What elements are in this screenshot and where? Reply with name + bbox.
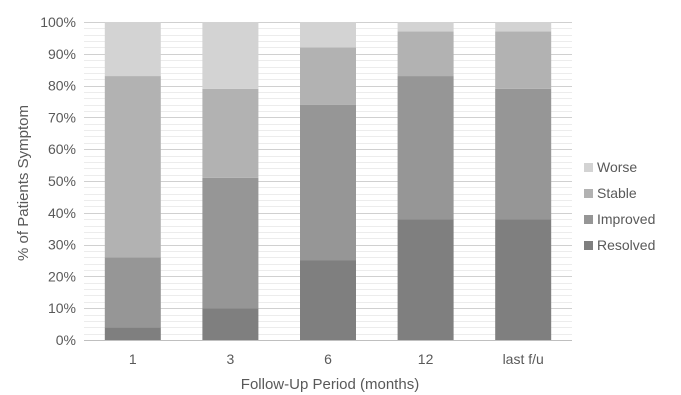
legend: Worse Stable Improved Resolved [584, 159, 655, 253]
y-tick-label: 90% [48, 46, 76, 62]
y-tick-label: 40% [48, 205, 76, 221]
bar-segment-stable [104, 76, 161, 258]
legend-swatch-stable [584, 189, 593, 198]
bar-segment-resolved [202, 308, 259, 340]
legend-swatch-worse [584, 163, 593, 172]
legend-swatch-improved [584, 215, 593, 224]
x-tick-label: 12 [418, 351, 434, 367]
bar-segment-worse [495, 22, 552, 32]
bar-segment-worse [300, 22, 356, 48]
bar-segment-worse [202, 22, 259, 89]
y-tick-label: 100% [40, 14, 76, 30]
x-tick-label: 6 [324, 351, 332, 367]
x-axis-ticks: 1 3 6 12 last f/u [129, 351, 544, 367]
x-tick-label: 3 [227, 351, 235, 367]
bar-segment-improved [202, 177, 259, 309]
bar-segment-stable [397, 31, 454, 77]
bar-segment-stable [495, 31, 552, 89]
bar-segment-stable [300, 47, 356, 105]
bar-segment-worse [104, 22, 161, 77]
bar-segment-resolved [495, 219, 552, 340]
bar-segment-resolved [300, 260, 356, 340]
bar-segment-improved [300, 104, 356, 261]
y-tick-label: 70% [48, 109, 76, 125]
bar-segment-stable [202, 88, 259, 178]
y-tick-label: 30% [48, 237, 76, 253]
bar-segment-worse [397, 22, 454, 32]
bar-series-group [104, 22, 552, 340]
y-tick-label: 10% [48, 300, 76, 316]
y-tick-label: 80% [48, 78, 76, 94]
y-axis-ticks: 0% 10% 20% 30% 40% 50% 60% 70% 80% 90% 100% [40, 14, 76, 348]
y-tick-label: 0% [56, 332, 76, 348]
bar-segment-improved [104, 257, 161, 328]
y-axis-title: % of Patients Symptom [15, 105, 32, 261]
bar-segment-improved [397, 76, 454, 220]
bar-segment-resolved [104, 327, 161, 340]
legend-label-worse: Worse [597, 159, 637, 175]
legend-label-resolved: Resolved [597, 237, 655, 253]
y-tick-label: 20% [48, 268, 76, 284]
bar-segment-improved [495, 88, 552, 220]
legend-swatch-resolved [584, 241, 593, 250]
y-tick-label: 50% [48, 173, 76, 189]
legend-label-improved: Improved [597, 211, 655, 227]
legend-label-stable: Stable [597, 185, 637, 201]
bar-segment-resolved [397, 219, 454, 340]
x-tick-label: last f/u [503, 351, 544, 367]
x-axis-title: Follow-Up Period (months) [241, 376, 419, 393]
y-tick-label: 60% [48, 141, 76, 157]
x-tick-label: 1 [129, 351, 137, 367]
